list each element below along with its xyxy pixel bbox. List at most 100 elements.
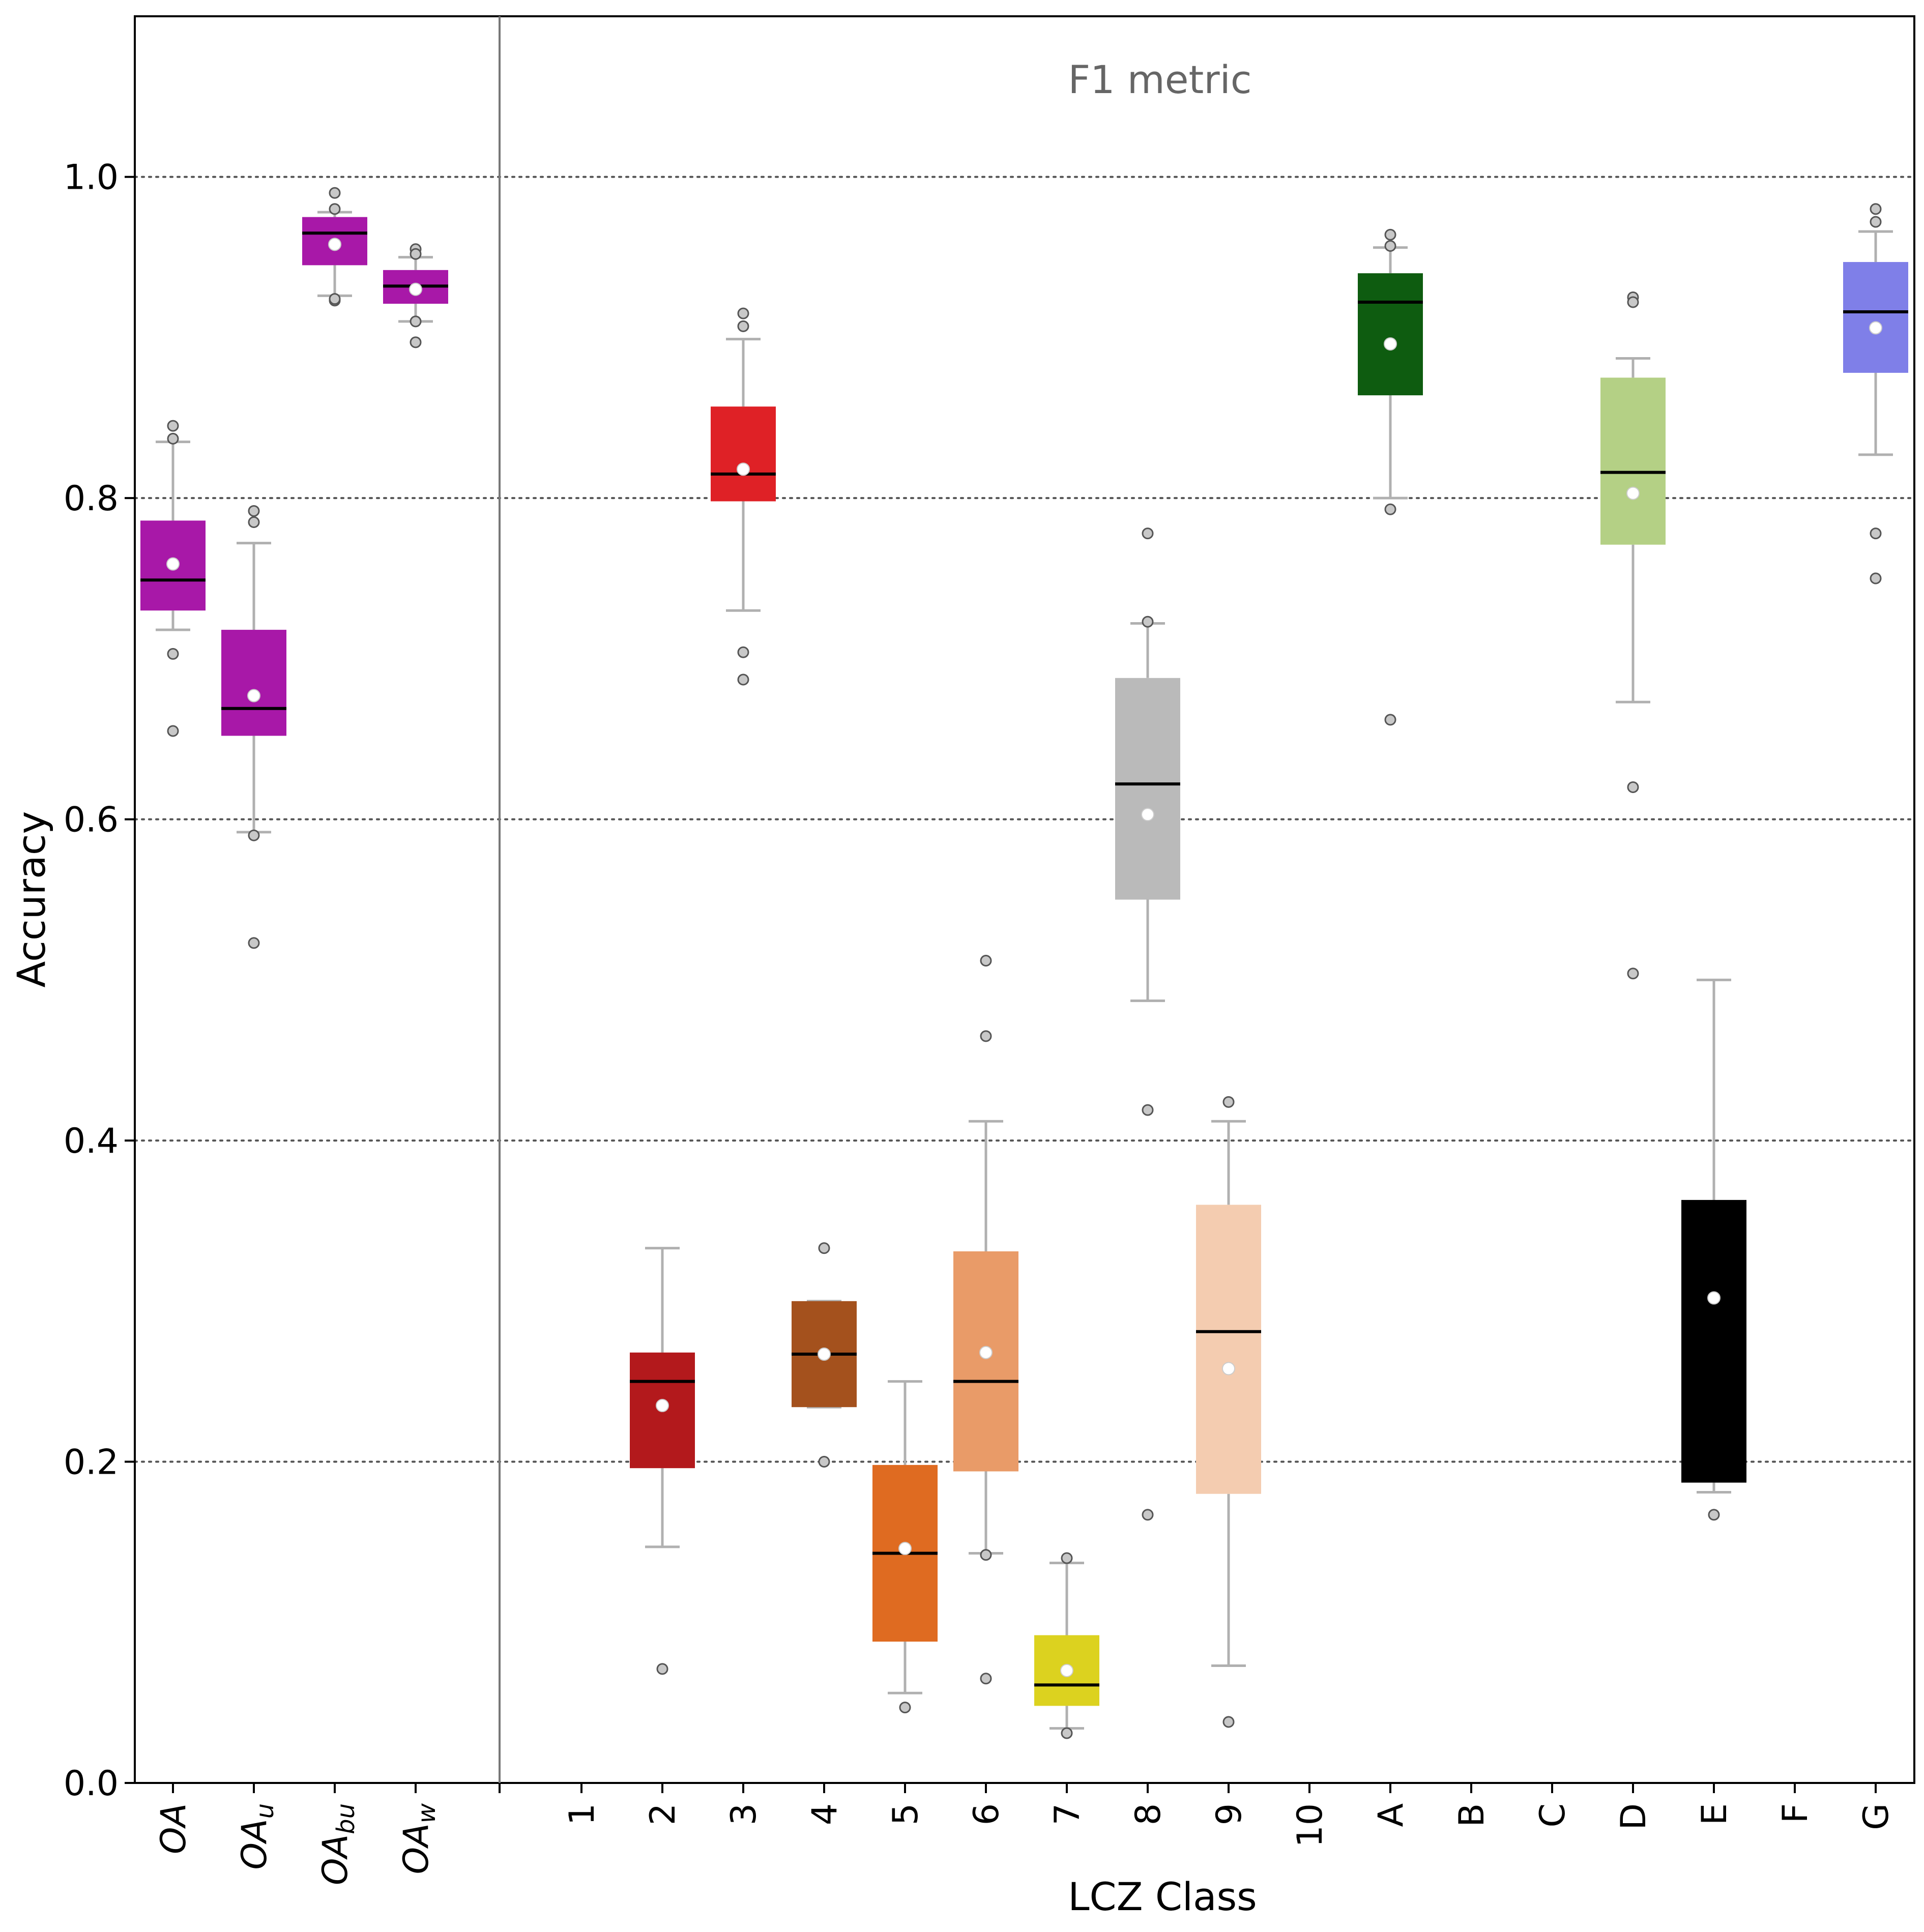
x-tick-label-base: 10: [1290, 1803, 1330, 1848]
outlier-point: [248, 505, 260, 517]
x-tick-label-base: C: [1533, 1803, 1573, 1827]
outlier-point: [410, 315, 422, 328]
outlier-point: [329, 203, 341, 215]
mean-marker: [818, 1348, 831, 1361]
outlier-point: [1061, 1552, 1073, 1564]
box-body: [1843, 262, 1908, 373]
x-axis-label: LCZ Class: [1068, 1874, 1257, 1919]
x-tick-label-base: 7: [1047, 1803, 1088, 1825]
box-OA_bu: [302, 187, 367, 307]
x-tick-label-base: B: [1452, 1803, 1492, 1827]
outlier-point: [1142, 1104, 1154, 1116]
y-axis-label: Accuracy: [9, 811, 54, 988]
outlier-point: [1384, 240, 1396, 252]
x-tick-label: 7: [1047, 1803, 1088, 1825]
outlier-point: [1384, 714, 1396, 726]
box-body: [1196, 1205, 1261, 1494]
outlier-point: [410, 248, 422, 260]
x-tick-label: OAbu: [315, 1803, 360, 1885]
x-tick-label-base: 5: [886, 1803, 926, 1825]
box-layer: [140, 187, 1908, 1739]
x-tick-label-sub: w: [413, 1803, 441, 1823]
outlier-point: [1384, 228, 1396, 241]
outlier-point: [1384, 503, 1396, 515]
outlier-point: [1870, 572, 1882, 584]
box-9: [1196, 1096, 1261, 1728]
outlier-point: [248, 516, 260, 529]
x-tick-label-base: E: [1695, 1803, 1735, 1825]
x-tick-label: G: [1856, 1803, 1897, 1830]
outlier-point: [1870, 216, 1882, 228]
box-body: [953, 1251, 1018, 1472]
x-tick-label: B: [1452, 1803, 1492, 1827]
outlier-point: [980, 954, 992, 967]
outlier-point: [1142, 616, 1154, 628]
outlier-point: [1708, 1509, 1720, 1521]
outlier-point: [1222, 1716, 1235, 1728]
box-5: [872, 1380, 938, 1714]
box-6: [953, 954, 1018, 1685]
outlier-point: [737, 320, 749, 332]
outlier-point: [1627, 781, 1639, 793]
outlier-point: [410, 336, 422, 348]
y-tick-label: 0.8: [64, 479, 119, 519]
outlier-point: [1627, 968, 1639, 980]
box-A: [1358, 228, 1423, 726]
box-body: [1600, 377, 1666, 545]
box-body: [1115, 678, 1180, 900]
outlier-point: [1142, 1509, 1154, 1521]
x-tick-label: A: [1371, 1803, 1411, 1827]
x-tick-label: 9: [1209, 1803, 1249, 1825]
x-tick-label: 10: [1290, 1803, 1330, 1848]
outlier-point: [167, 648, 179, 660]
plot-frame: [134, 15, 1915, 1784]
mean-marker: [1707, 1291, 1721, 1305]
y-tick-label: 0.0: [64, 1764, 119, 1804]
outlier-point: [1222, 1096, 1235, 1108]
box-G: [1843, 203, 1908, 584]
x-tick-label: F: [1775, 1803, 1816, 1823]
box-E: [1681, 978, 1746, 1521]
mean-marker: [247, 689, 260, 702]
x-tick-label: 8: [1128, 1803, 1169, 1825]
box-4: [792, 1242, 857, 1468]
outlier-point: [1870, 203, 1882, 215]
x-tick-label-base: D: [1614, 1803, 1654, 1830]
x-tick-label: OA: [154, 1803, 194, 1854]
x-tick-label: 1: [562, 1803, 602, 1825]
x-tick-label-base: 3: [724, 1803, 764, 1825]
mean-marker: [737, 462, 750, 476]
mean-marker: [1869, 321, 1882, 335]
y-tick-label: 1.0: [64, 158, 119, 198]
outlier-point: [167, 725, 179, 737]
x-tick-label-base: 2: [643, 1803, 683, 1825]
outlier-point: [329, 293, 341, 305]
outlier-point: [656, 1663, 668, 1675]
box-body: [1358, 273, 1423, 396]
mean-marker: [328, 238, 341, 251]
mean-marker: [1222, 1362, 1235, 1375]
x-tick-label: C: [1533, 1803, 1573, 1827]
outlier-point: [1870, 528, 1882, 540]
x-tick-label-base: 8: [1128, 1803, 1169, 1825]
mean-marker: [1060, 1663, 1073, 1677]
x-tick-label-base: OA: [315, 1834, 356, 1885]
x-tick-label: OAw: [396, 1803, 441, 1874]
box-7: [1034, 1552, 1099, 1739]
x-tick-label: E: [1695, 1803, 1735, 1825]
mean-marker: [898, 1542, 912, 1556]
outlier-point: [980, 1030, 992, 1042]
box-2: [630, 1247, 695, 1675]
outlier-point: [167, 420, 179, 432]
box-8: [1115, 528, 1180, 1521]
outlier-point: [980, 1549, 992, 1561]
x-tick-label-base: OA: [396, 1823, 436, 1874]
x-tick-label-sub: bu: [332, 1803, 360, 1834]
box-D: [1600, 291, 1666, 980]
mean-marker: [409, 282, 422, 296]
x-tick-label: 5: [886, 1803, 926, 1825]
x-tick-label-base: F: [1775, 1803, 1816, 1823]
x-tick-label-base: A: [1371, 1803, 1411, 1827]
